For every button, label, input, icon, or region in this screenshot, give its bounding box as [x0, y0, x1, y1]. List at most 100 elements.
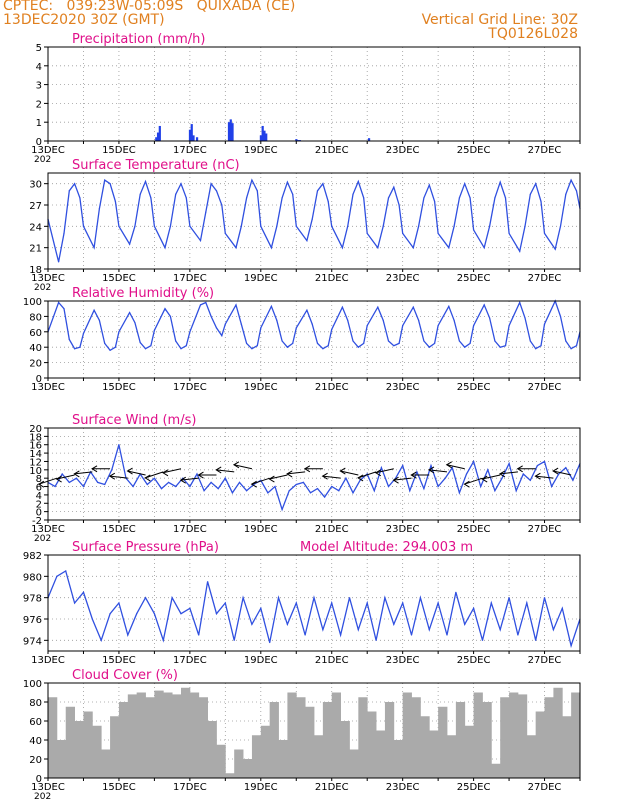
- y-tick-label: 0: [36, 137, 42, 148]
- y-tick-label: 80: [29, 698, 42, 709]
- cloud-bar: [535, 711, 545, 778]
- series-line: [47, 444, 581, 512]
- data-point: [366, 325, 368, 327]
- x-tick-label: 23DEC: [386, 782, 420, 793]
- wind-arrowhead: [179, 476, 186, 484]
- wind-arrow: [251, 477, 270, 485]
- data-point: [210, 481, 212, 483]
- data-point: [292, 193, 294, 195]
- data-point: [316, 190, 319, 192]
- data-point: [136, 613, 138, 615]
- run-date: 13DEC2020 30Z (GMT): [3, 12, 165, 28]
- data-point: [357, 346, 359, 348]
- data-point: [433, 342, 436, 344]
- data-point: [402, 325, 404, 327]
- data-point: [58, 301, 60, 304]
- data-point: [517, 634, 519, 636]
- wind-arrowhead: [250, 480, 257, 488]
- cloud-bar: [420, 716, 430, 778]
- y-tick-label: 80: [29, 312, 42, 323]
- wind-arrow: [393, 477, 412, 481]
- data-point: [458, 197, 461, 199]
- panel-frame: [47, 427, 581, 521]
- data-point: [180, 183, 182, 185]
- x-tick-label: 13DEC: [31, 273, 65, 284]
- data-point: [508, 462, 510, 465]
- wind-arrowhead: [303, 465, 311, 473]
- data-point: [387, 340, 390, 342]
- x-tick-label: 21DEC: [315, 382, 349, 393]
- wind-arrow: [162, 468, 182, 474]
- data-point: [260, 607, 262, 609]
- data-point: [203, 490, 205, 492]
- cloud-bar: [384, 702, 395, 778]
- cloud-bar: [562, 716, 572, 778]
- data-point: [338, 490, 340, 492]
- data-point: [82, 332, 85, 334]
- y-tick-label: 60: [29, 328, 42, 339]
- x-tick-label: 25DEC: [457, 782, 491, 793]
- cloud-bar: [376, 730, 386, 778]
- data-point: [352, 492, 354, 494]
- data-point: [416, 471, 418, 473]
- data-point: [251, 623, 253, 625]
- cloud-bar: [411, 697, 421, 778]
- cloud-bar: [181, 687, 191, 778]
- y-tick-label: 4: [36, 491, 42, 502]
- panel-5: [44, 682, 581, 781]
- cloud-bar: [473, 692, 483, 778]
- data-point: [215, 327, 218, 329]
- data-point: [144, 597, 147, 599]
- x-tick-label: 15DEC: [102, 782, 136, 793]
- x-tick-label: 23DEC: [386, 382, 420, 393]
- precip-bar: [156, 132, 160, 141]
- data-point: [221, 335, 223, 337]
- data-point: [56, 575, 58, 577]
- cloud-bar: [110, 716, 120, 778]
- data-point: [540, 200, 542, 203]
- panel-title: Precipitation (mm/h): [72, 32, 205, 47]
- data-point: [469, 197, 471, 199]
- data-point: [331, 328, 333, 331]
- data-point: [410, 634, 413, 636]
- data-point: [412, 247, 414, 249]
- cloud-bar: [118, 702, 129, 778]
- cloud-bar: [56, 740, 67, 778]
- data-point: [286, 346, 288, 348]
- cloud-bar: [136, 692, 146, 778]
- data-point: [160, 488, 163, 490]
- data-point: [501, 477, 503, 479]
- data-point: [82, 485, 85, 488]
- x-tick-label: 13DEC: [31, 524, 65, 535]
- x-tick-label: 25DEC: [457, 524, 491, 535]
- data-point: [522, 473, 524, 475]
- precip-bar: [227, 122, 231, 141]
- y-tick-label: 21: [29, 244, 42, 255]
- data-point: [144, 348, 147, 350]
- y-tick-label: 5: [36, 43, 42, 54]
- wind-arrowhead: [268, 475, 275, 483]
- data-point: [198, 634, 200, 636]
- x-tick-label: 27DEC: [528, 145, 562, 156]
- data-point: [153, 329, 155, 331]
- data-point: [487, 469, 489, 471]
- data-point: [82, 225, 85, 227]
- data-point: [324, 496, 326, 498]
- wind-arrowhead: [91, 465, 98, 473]
- data-point: [572, 479, 574, 481]
- data-point: [215, 613, 218, 615]
- data-point: [398, 204, 400, 206]
- data-point: [331, 485, 333, 488]
- data-point: [536, 465, 539, 467]
- data-point: [464, 183, 466, 185]
- y-tick-label: 20: [29, 359, 42, 370]
- data-point: [428, 629, 430, 631]
- data-point: [215, 190, 218, 192]
- data-point: [281, 508, 283, 511]
- data-point: [504, 345, 507, 347]
- y-tick-label: 978: [23, 594, 42, 605]
- data-point: [575, 190, 578, 192]
- data-point: [118, 331, 120, 333]
- wind-arrow: [446, 464, 465, 470]
- y-tick-label: 24: [29, 222, 42, 233]
